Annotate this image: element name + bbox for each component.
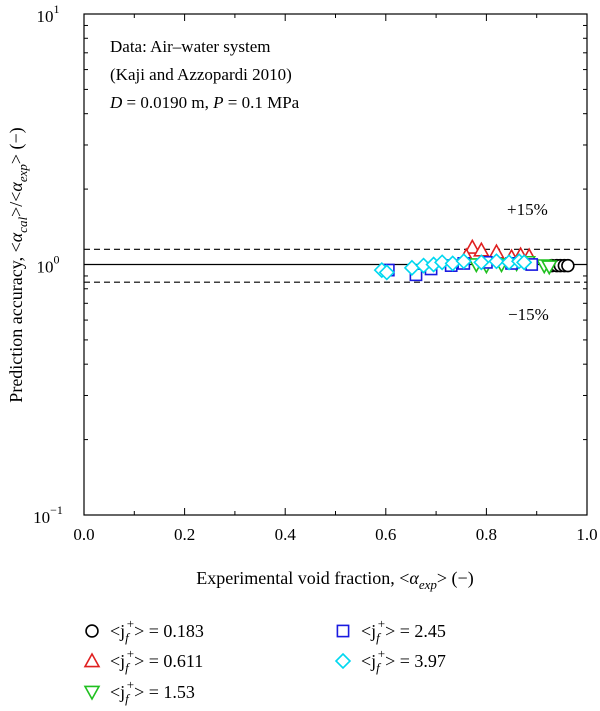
legend-marker-triangle-up — [83, 652, 101, 668]
data-point — [463, 238, 481, 254]
legend-marker-square — [336, 624, 350, 638]
data-point — [488, 253, 505, 270]
legend-item: <jf+> = 0.183 — [85, 616, 204, 645]
legend-label: <jf+> = 3.97 — [361, 646, 446, 675]
x-tick-label: 1.0 — [576, 525, 597, 544]
y-tick-label: 100 — [37, 253, 60, 277]
legend-item: <jf+> = 3.97 — [334, 646, 446, 675]
legend-label: <jf+> = 0.611 — [110, 646, 203, 675]
y-axis-title: Prediction accuracy, <αcal>/<αexp> (−) — [6, 127, 30, 402]
legend-item: <jf+> = 0.611 — [83, 646, 203, 675]
legend-marker-circle — [85, 624, 99, 638]
data-point — [540, 260, 558, 276]
legend: <jf+> = 0.183<jf+> = 0.611<jf+> = 1.53 <j… — [83, 616, 446, 706]
legend-marker-triangle-down — [83, 685, 101, 701]
x-tick-label: 0.2 — [174, 525, 195, 544]
legend-item: <jf+> = 2.45 — [336, 616, 446, 645]
series-diamond — [373, 253, 533, 281]
y-axis: 10−1 100 101 — [33, 2, 587, 527]
data-point — [561, 258, 575, 273]
x-tick-label: 0.8 — [476, 525, 497, 544]
annotation-line-1: Data: Air–water system — [110, 37, 271, 56]
data-point — [434, 254, 451, 271]
x-tick-label: 0.0 — [73, 525, 94, 544]
legend-label: <jf+> = 1.53 — [110, 677, 195, 706]
legend-item: <jf+> = 1.53 — [83, 677, 195, 706]
data-points — [373, 238, 575, 282]
minus-15-label: −15% — [508, 305, 549, 324]
data-point — [378, 264, 395, 281]
data-point — [473, 254, 490, 271]
data-point — [455, 253, 472, 270]
x-tick-label: 0.6 — [375, 525, 396, 544]
annotation-line-2: (Kaji and Azzopardi 2010) — [110, 65, 292, 84]
legend-label: <jf+> = 2.45 — [361, 616, 446, 645]
annotation-line-3: D = 0.0190 m, P = 0.1 MPa — [109, 93, 300, 112]
x-axis-title: Experimental void fraction, <αexp> (−) — [196, 568, 473, 592]
data-point — [515, 254, 533, 271]
y-tick-label: 10−1 — [33, 503, 63, 527]
x-axis: 0.0 0.2 0.4 0.6 0.8 1.0 — [73, 14, 598, 544]
y-tick-label: 101 — [37, 2, 60, 26]
legend-marker-diamond — [334, 652, 352, 670]
plus-15-label: +15% — [507, 200, 548, 219]
legend-label: <jf+> = 0.183 — [110, 616, 204, 645]
x-tick-label: 0.4 — [275, 525, 297, 544]
